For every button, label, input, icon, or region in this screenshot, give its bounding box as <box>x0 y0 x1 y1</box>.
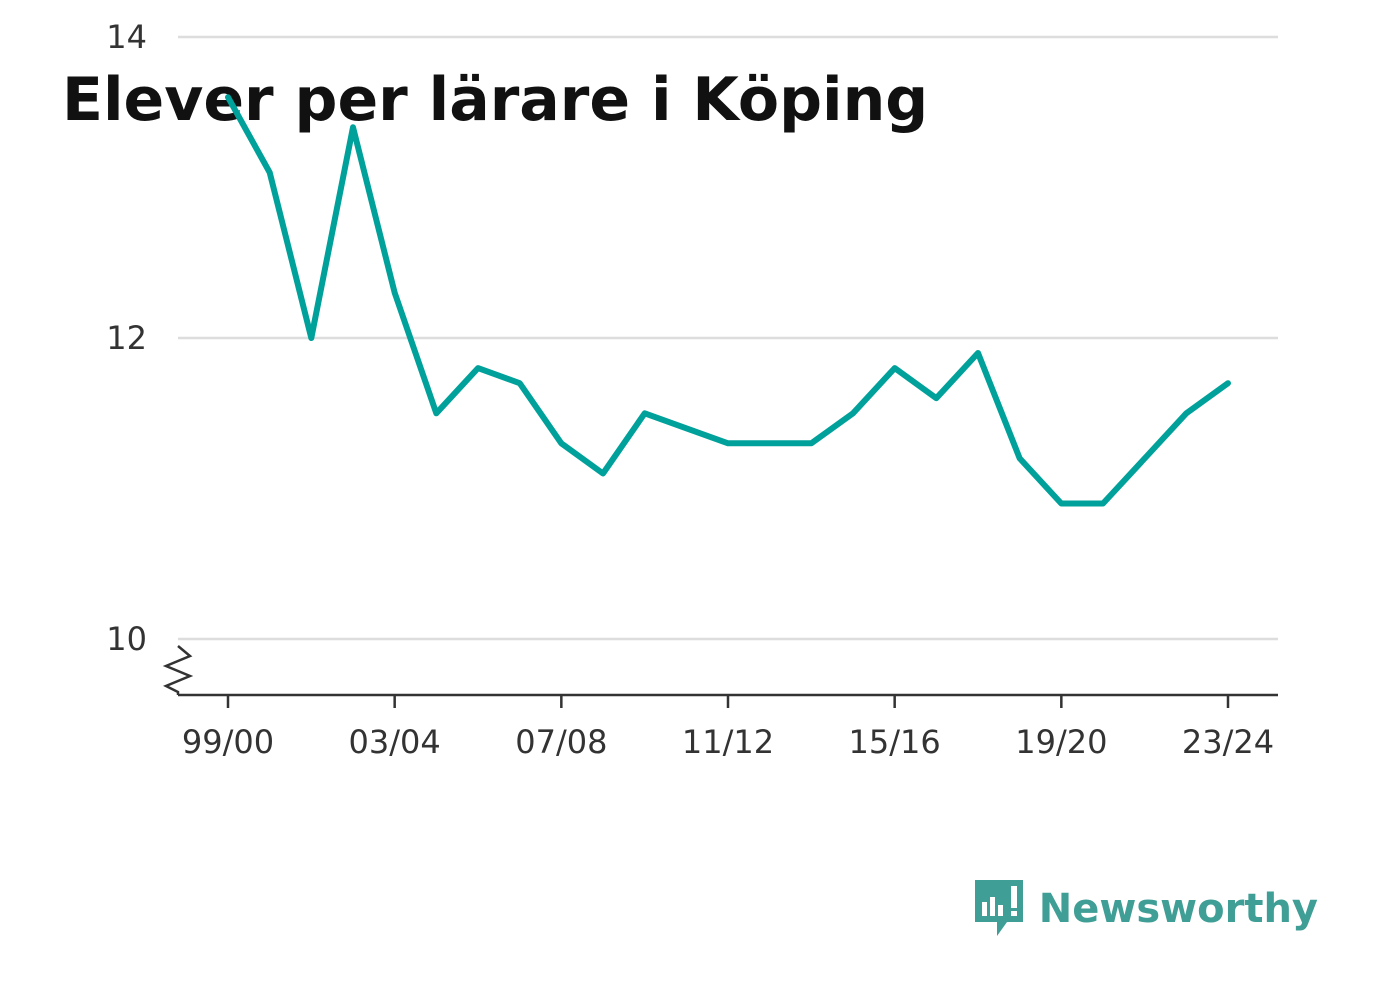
y-tick-label-14: 14 <box>106 18 147 56</box>
chart-title: Elever per lärare i Köping <box>62 65 929 135</box>
data-point-10/11 <box>683 425 689 431</box>
data-point-02/03 <box>350 124 356 130</box>
data-point-00/01 <box>267 169 273 175</box>
x-tick-label: 19/20 <box>1015 723 1107 761</box>
data-point-23/24 <box>1225 380 1231 386</box>
series-line-0 <box>225 94 1231 507</box>
brand: Newsworthy <box>973 878 1318 940</box>
x-axis <box>162 645 1278 708</box>
x-tick-label: 03/04 <box>349 723 441 761</box>
x-tick-label: 07/08 <box>515 723 607 761</box>
y-tick-label-10: 10 <box>106 620 147 658</box>
data-point-18/19 <box>1017 455 1023 461</box>
data-point-06/07 <box>517 380 523 386</box>
data-point-15/16 <box>892 365 898 371</box>
data-point-09/10 <box>642 410 648 416</box>
x-tick-label: 15/16 <box>849 723 941 761</box>
series-layer <box>225 94 1231 507</box>
y-axis-labels: 10 12 14 <box>106 18 147 658</box>
y-axis-break-icon <box>162 645 194 695</box>
data-point-11/12 <box>725 440 731 446</box>
y-tick-label-12: 12 <box>106 319 147 357</box>
data-point-21/22 <box>1142 455 1148 461</box>
data-point-08/09 <box>600 470 606 476</box>
brand-name: Newsworthy <box>1038 886 1318 932</box>
data-point-17/18 <box>975 350 981 356</box>
data-point-16/17 <box>933 395 939 401</box>
x-tick-label: 23/24 <box>1182 723 1274 761</box>
x-axis-labels: 99/00 03/04 07/08 11/12 15/16 19/20 23/24 <box>182 723 1274 761</box>
data-point-12/13 <box>767 440 773 446</box>
data-point-01/02 <box>308 335 314 341</box>
data-point-22/23 <box>1183 410 1189 416</box>
x-tick-label: 11/12 <box>682 723 774 761</box>
data-point-05/06 <box>475 365 481 371</box>
data-point-04/05 <box>433 410 439 416</box>
data-point-07/08 <box>558 440 564 446</box>
x-tick-label: 99/00 <box>182 723 274 761</box>
grid-lines <box>178 35 1278 641</box>
data-point-99/00 <box>225 94 231 100</box>
data-point-14/15 <box>850 410 856 416</box>
newsworthy-logo-icon <box>974 880 1023 936</box>
data-point-19/20 <box>1058 501 1064 507</box>
data-point-03/04 <box>392 290 398 296</box>
data-point-20/21 <box>1100 501 1106 507</box>
data-point-13/14 <box>808 440 814 446</box>
